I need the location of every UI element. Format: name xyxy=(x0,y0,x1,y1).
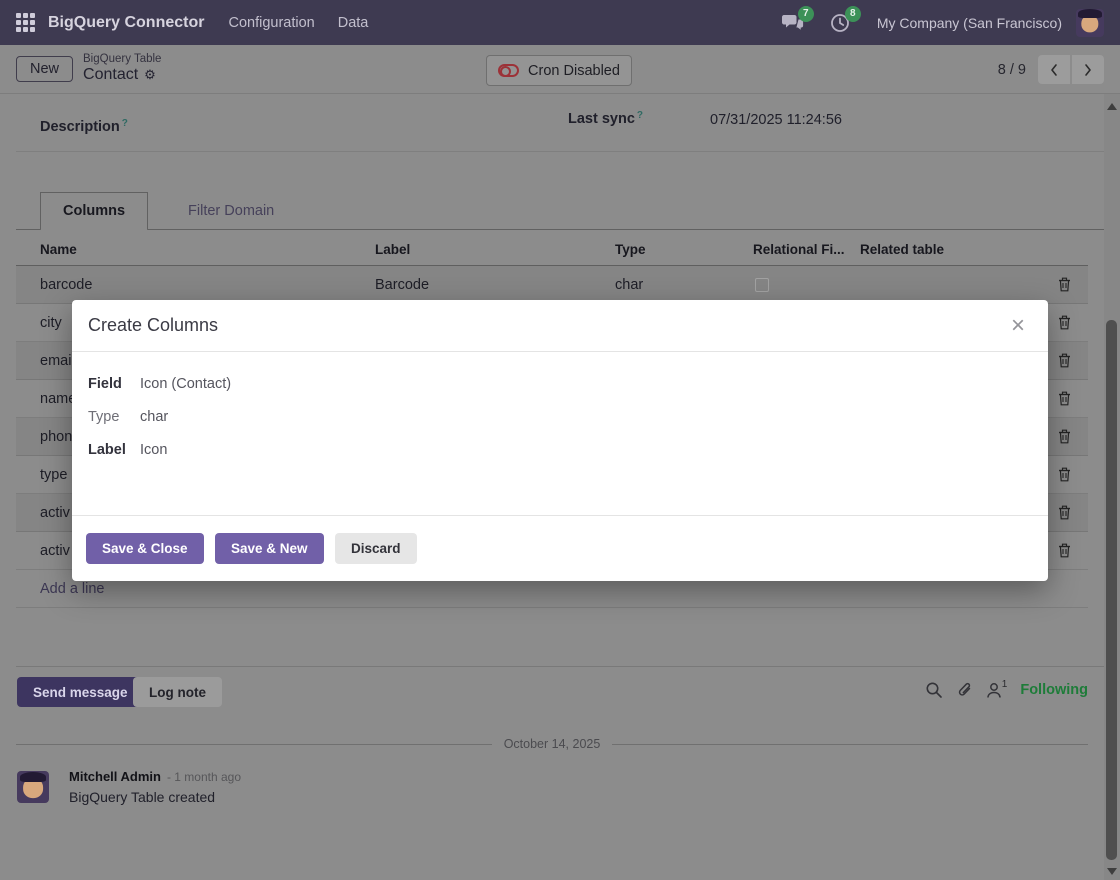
last-sync-label: Last sync? xyxy=(568,110,644,127)
add-a-line-link[interactable]: Add a line xyxy=(16,570,1088,608)
create-columns-modal: Create Columns × Field Icon (Contact) Ty… xyxy=(72,300,1048,581)
separator-line xyxy=(16,151,1104,152)
followers-count: 1 xyxy=(1001,678,1008,690)
close-icon[interactable]: × xyxy=(1010,311,1025,339)
top-navbar: BigQuery Connector Configuration Data 7 … xyxy=(0,0,1120,45)
tab-filter-domain[interactable]: Filter Domain xyxy=(188,202,275,219)
following-button[interactable]: Following xyxy=(1020,682,1088,698)
activities-badge: 8 xyxy=(844,5,861,22)
date-divider-label: October 14, 2025 xyxy=(503,737,601,751)
cron-disabled-button[interactable]: Cron Disabled xyxy=(486,55,632,86)
delete-row-icon[interactable] xyxy=(1058,467,1071,482)
discard-button[interactable]: Discard xyxy=(335,533,417,564)
app-name[interactable]: BigQuery Connector xyxy=(48,13,205,31)
delete-row-icon[interactable] xyxy=(1058,315,1071,330)
scrollbar-down-arrow[interactable] xyxy=(1107,868,1117,875)
header-name[interactable]: Name xyxy=(40,241,77,257)
last-sync-value: 07/31/2025 11:24:56 xyxy=(710,112,842,128)
type-label: Type xyxy=(88,409,120,425)
messages-icon[interactable]: 7 xyxy=(781,5,814,34)
cell-name[interactable]: phon xyxy=(40,428,73,445)
menu-configuration[interactable]: Configuration xyxy=(228,14,315,31)
cell-name[interactable]: activ xyxy=(40,542,70,559)
help-marker: ? xyxy=(636,110,644,121)
pager-previous-button[interactable] xyxy=(1038,55,1070,84)
type-value: char xyxy=(140,409,169,425)
header-related-table[interactable]: Related table xyxy=(860,241,945,257)
message-author[interactable]: Mitchell Admin xyxy=(69,769,161,784)
breadcrumb: BigQuery Table Contact ⚙ xyxy=(83,53,161,85)
control-panel: New BigQuery Table Contact ⚙ xyxy=(0,45,1120,94)
delete-row-icon[interactable] xyxy=(1058,543,1071,558)
user-avatar[interactable] xyxy=(1076,8,1104,37)
cell-name[interactable]: emai xyxy=(40,352,72,369)
sheet-bottom-border xyxy=(16,666,1104,667)
cell-type[interactable]: char xyxy=(615,276,644,293)
save-close-button[interactable]: Save & Close xyxy=(86,533,204,564)
message-header: Mitchell Admin - 1 month ago xyxy=(69,769,241,784)
messages-badge: 7 xyxy=(797,5,814,22)
tab-columns[interactable]: Columns xyxy=(40,192,149,230)
scrollbar-thumb[interactable] xyxy=(1106,320,1117,860)
modal-header: Create Columns × xyxy=(72,300,1048,352)
gear-icon[interactable]: ⚙ xyxy=(144,67,156,83)
message-body: BigQuery Table created xyxy=(69,789,216,805)
new-button[interactable]: New xyxy=(16,56,74,82)
cell-name[interactable]: type xyxy=(40,466,68,483)
delete-row-icon[interactable] xyxy=(1058,391,1071,406)
attachments-icon[interactable] xyxy=(956,681,973,699)
cell-name[interactable]: city xyxy=(40,314,62,331)
table-header-row: Name Label Type Relational Fi... Related… xyxy=(16,233,1088,266)
field-label: Field xyxy=(88,376,122,392)
cron-button-label: Cron Disabled xyxy=(528,62,620,79)
save-new-button[interactable]: Save & New xyxy=(215,533,324,564)
date-divider: October 14, 2025 xyxy=(16,737,1089,751)
toggle-off-icon xyxy=(498,64,520,77)
breadcrumb-parent[interactable]: BigQuery Table xyxy=(83,53,162,66)
modal-title: Create Columns xyxy=(88,315,219,335)
followers-icon[interactable]: 1 xyxy=(986,678,1008,699)
modal-body: Field Icon (Contact) Type char Label Ico… xyxy=(72,352,1048,458)
relational-field-checkbox[interactable] xyxy=(755,277,769,292)
log-note-button[interactable]: Log note xyxy=(133,677,222,707)
help-marker: ? xyxy=(121,118,128,129)
header-relational-field[interactable]: Relational Fi... xyxy=(753,241,845,257)
modal-footer: Save & Close Save & New Discard xyxy=(72,515,1048,581)
cell-name[interactable]: activ xyxy=(40,504,70,521)
pager: 8 / 9 xyxy=(998,55,1104,84)
breadcrumb-current: Contact xyxy=(83,66,139,84)
header-type[interactable]: Type xyxy=(615,241,646,257)
field-value[interactable]: Icon (Contact) xyxy=(140,376,232,392)
scrollbar-up-arrow[interactable] xyxy=(1107,103,1117,110)
send-message-button[interactable]: Send message xyxy=(17,677,144,707)
cell-name[interactable]: barcode xyxy=(40,276,93,293)
scrollbar[interactable] xyxy=(1104,94,1120,880)
table-row[interactable]: barcode Barcode char xyxy=(16,266,1088,304)
company-switcher[interactable]: My Company (San Francisco) xyxy=(876,14,1062,31)
apps-grid-icon[interactable] xyxy=(16,13,35,32)
message-time: - 1 month ago xyxy=(166,770,242,784)
delete-row-icon[interactable] xyxy=(1058,353,1071,368)
menu-data[interactable]: Data xyxy=(337,14,369,31)
delete-row-icon[interactable] xyxy=(1058,505,1071,520)
notebook-tabs: Columns Filter Domain xyxy=(16,192,1104,230)
pager-next-button[interactable] xyxy=(1072,55,1104,84)
chatter-toolbar: 1 Following xyxy=(925,678,1088,699)
header-label[interactable]: Label xyxy=(375,241,411,257)
delete-row-icon[interactable] xyxy=(1058,429,1071,444)
cell-label[interactable]: Barcode xyxy=(375,276,430,293)
search-messages-icon[interactable] xyxy=(925,681,943,699)
label-value[interactable]: Icon xyxy=(140,442,168,458)
activities-icon[interactable]: 8 xyxy=(828,5,861,34)
label-label: Label xyxy=(88,442,126,458)
pager-value[interactable]: 8 / 9 xyxy=(997,61,1026,78)
message-author-avatar xyxy=(17,771,49,803)
cell-name[interactable]: name xyxy=(40,390,77,407)
description-label: Description? xyxy=(40,118,128,135)
delete-row-icon[interactable] xyxy=(1058,277,1071,292)
